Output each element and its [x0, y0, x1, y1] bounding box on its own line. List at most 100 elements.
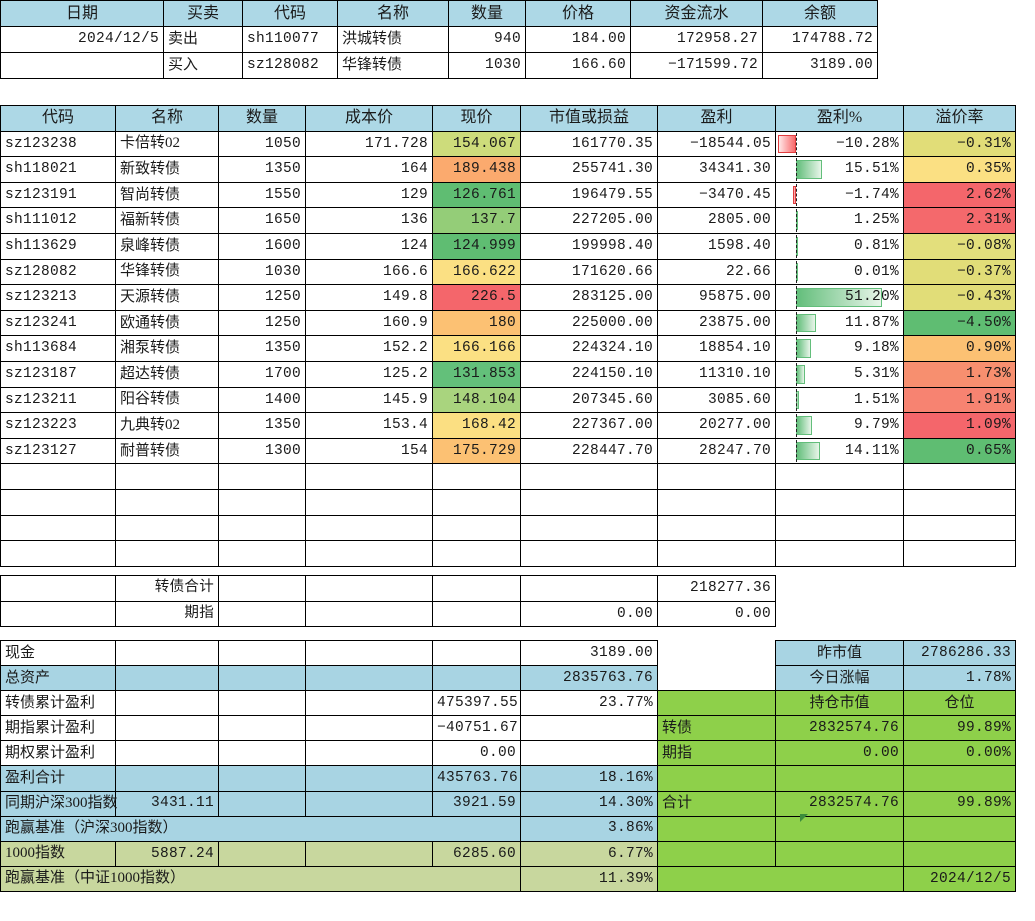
trade-log-header-6[interactable]: 资金流水: [630, 0, 763, 27]
empty-cell[interactable]: [218, 715, 306, 742]
trade-log-header-0[interactable]: 日期: [0, 0, 164, 27]
empty-cell[interactable]: [115, 514, 219, 542]
holding-premium-rate[interactable]: 1.73%: [903, 360, 1016, 388]
holding-profit-pct[interactable]: 14.11%: [775, 437, 904, 465]
empty-cell[interactable]: [305, 765, 433, 792]
empty-cell[interactable]: [0, 575, 116, 602]
position-weight[interactable]: [903, 840, 1016, 867]
empty-cell[interactable]: [218, 840, 306, 867]
holding-code[interactable]: sz123187: [0, 360, 116, 388]
trade-balance[interactable]: 174788.72: [762, 26, 878, 53]
empty-cell[interactable]: [657, 540, 776, 567]
bond-total-label[interactable]: 转债合计: [115, 575, 219, 602]
summary-col5[interactable]: 435763.76: [432, 765, 521, 792]
holding-premium-rate[interactable]: −0.43%: [903, 284, 1016, 311]
holding-qty[interactable]: 1250: [218, 284, 306, 311]
empty-cell[interactable]: [218, 690, 306, 717]
holding-premium-rate[interactable]: −4.50%: [903, 309, 1016, 337]
empty-cell[interactable]: [115, 463, 219, 490]
holdings-header-1[interactable]: 名称: [115, 105, 219, 132]
trade-side[interactable]: 卖出: [163, 26, 243, 53]
holding-profit-pct[interactable]: 9.18%: [775, 335, 904, 362]
trade-code[interactable]: sh110077: [242, 26, 338, 53]
holding-profit-pct[interactable]: −1.74%: [775, 181, 904, 209]
summary-label[interactable]: 期指累计盈利: [0, 715, 116, 742]
holding-code[interactable]: sz123211: [0, 386, 116, 414]
trade-code[interactable]: sz128082: [242, 52, 338, 79]
holding-qty[interactable]: 1250: [218, 309, 306, 337]
holding-premium-rate[interactable]: −0.31%: [903, 130, 1016, 158]
empty-cell[interactable]: [903, 463, 1016, 490]
holding-qty[interactable]: 1350: [218, 412, 306, 439]
empty-cell[interactable]: [432, 600, 521, 628]
trade-name[interactable]: 洪城转债: [337, 26, 449, 53]
trade-qty[interactable]: 940: [448, 26, 526, 53]
holding-premium-rate[interactable]: 2.62%: [903, 181, 1016, 209]
holding-profit[interactable]: −18544.05: [657, 130, 776, 158]
trade-cashflow[interactable]: −171599.72: [630, 52, 763, 79]
summary-col2[interactable]: [115, 665, 219, 692]
empty-cell[interactable]: [520, 463, 658, 490]
empty-cell[interactable]: [432, 488, 521, 516]
yesterday-value[interactable]: 2786286.33: [903, 639, 1016, 667]
empty-cell[interactable]: [305, 514, 433, 542]
empty-cell[interactable]: [218, 575, 306, 602]
holding-name[interactable]: 智尚转债: [115, 181, 219, 209]
holding-market-value[interactable]: 224324.10: [520, 335, 658, 362]
holding-price[interactable]: 168.42: [432, 412, 521, 439]
empty-cell[interactable]: [658, 666, 776, 691]
summary-value[interactable]: 6.77%: [520, 840, 658, 867]
summary-label[interactable]: 1000指数: [0, 840, 116, 867]
holding-name[interactable]: 九典转02: [115, 412, 219, 439]
holding-market-value[interactable]: 224150.10: [520, 360, 658, 388]
holding-price[interactable]: 154.067: [432, 130, 521, 158]
holding-qty[interactable]: 1600: [218, 232, 306, 260]
holding-cost[interactable]: 129: [305, 181, 433, 209]
holding-price[interactable]: 189.438: [432, 156, 521, 183]
holding-cost[interactable]: 164: [305, 156, 433, 183]
holding-qty[interactable]: 1400: [218, 386, 306, 414]
holding-code[interactable]: sh111012: [0, 207, 116, 234]
holding-profit[interactable]: 18854.10: [657, 335, 776, 362]
holding-cost[interactable]: 153.4: [305, 412, 433, 439]
holding-premium-rate[interactable]: −0.37%: [903, 258, 1016, 286]
position-weight[interactable]: [903, 815, 1016, 842]
holding-profit-pct[interactable]: 9.79%: [775, 412, 904, 439]
holding-market-value[interactable]: 255741.30: [520, 156, 658, 183]
empty-cell[interactable]: [432, 540, 521, 567]
empty-cell[interactable]: [305, 540, 433, 567]
holding-code[interactable]: sz123241: [0, 309, 116, 337]
empty-cell[interactable]: [657, 463, 776, 490]
holding-code[interactable]: sh118021: [0, 156, 116, 183]
empty-cell[interactable]: [218, 540, 306, 567]
empty-cell[interactable]: [115, 488, 219, 516]
empty-cell[interactable]: [903, 540, 1016, 567]
position-weight[interactable]: 99.89%: [903, 790, 1016, 817]
holding-qty[interactable]: 1030: [218, 258, 306, 286]
empty-cell[interactable]: [218, 488, 306, 516]
footer-date[interactable]: 2024/12/5: [903, 865, 1016, 892]
empty-cell[interactable]: [0, 488, 116, 516]
holding-cost[interactable]: 136: [305, 207, 433, 234]
holding-price[interactable]: 180: [432, 309, 521, 337]
holding-profit[interactable]: 2805.00: [657, 207, 776, 234]
position-label[interactable]: 期指: [657, 740, 776, 767]
position-header-value[interactable]: 持仓市值: [775, 690, 904, 717]
holding-name[interactable]: 湘泵转债: [115, 335, 219, 362]
empty-cell[interactable]: [432, 463, 521, 490]
position-weight[interactable]: 0.00%: [903, 740, 1016, 767]
position-label[interactable]: [657, 815, 776, 842]
holding-code[interactable]: sz128082: [0, 258, 116, 286]
empty-cell[interactable]: [775, 488, 904, 516]
holding-cost[interactable]: 166.6: [305, 258, 433, 286]
summary-label[interactable]: 同期沪深300指数: [0, 790, 118, 817]
holding-cost[interactable]: 124: [305, 232, 433, 260]
empty-cell[interactable]: [775, 463, 904, 490]
summary-label[interactable]: 总资产: [0, 665, 116, 692]
holding-qty[interactable]: 1700: [218, 360, 306, 388]
holding-code[interactable]: sz123191: [0, 181, 116, 209]
holding-profit[interactable]: 3085.60: [657, 386, 776, 414]
holding-profit[interactable]: 95875.00: [657, 284, 776, 311]
holding-cost[interactable]: 171.728: [305, 130, 433, 158]
summary-col2[interactable]: [115, 639, 219, 667]
